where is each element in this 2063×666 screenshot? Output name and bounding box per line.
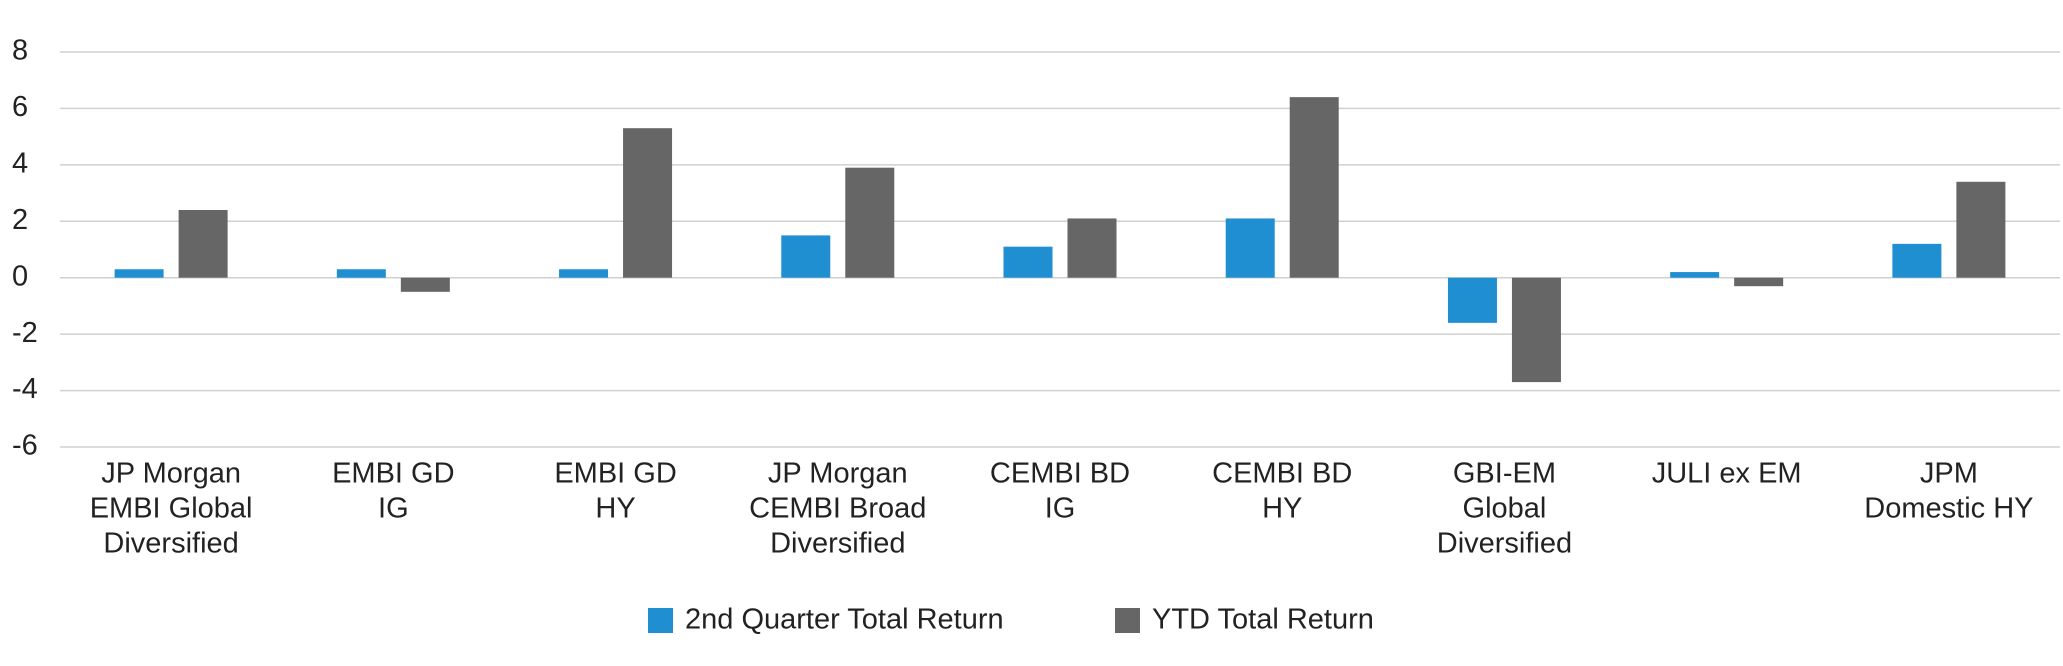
x-tick-label: CEMBI BD (990, 458, 1130, 490)
y-tick-label: -4 (12, 373, 38, 405)
bar (1956, 181, 2006, 278)
x-tick-label: Diversified (103, 528, 238, 560)
bar (1892, 243, 1942, 278)
bar (1067, 218, 1117, 278)
bar (1225, 218, 1275, 278)
x-tick-label: IG (1045, 493, 1076, 525)
x-tick-label: EMBI GD (554, 458, 676, 490)
x-tick-label: Diversified (1437, 528, 1572, 560)
bar (336, 269, 386, 278)
x-tick-label: JP Morgan (101, 458, 241, 490)
legend-label: YTD Total Return (1152, 604, 1374, 636)
x-tick-label: Domestic HY (1864, 493, 2033, 525)
x-tick-label: EMBI GD (332, 458, 454, 490)
bar (1511, 277, 1561, 383)
x-tick-label: CEMBI BD (1212, 458, 1352, 490)
x-tick-label: Global (1463, 493, 1547, 525)
x-tick-label: EMBI Global (90, 493, 253, 525)
bar (781, 235, 831, 278)
bar (623, 128, 673, 278)
x-tick-label: JULI ex EM (1652, 458, 1802, 490)
y-tick-label: -2 (12, 317, 38, 349)
y-tick-label: 6 (12, 91, 28, 123)
legend-swatch (1115, 608, 1140, 633)
y-tick-label: 4 (12, 148, 28, 180)
legend-label: 2nd Quarter Total Return (685, 604, 1004, 636)
bar (1003, 246, 1053, 278)
x-tick-label: HY (1262, 493, 1302, 525)
x-tick-label: GBI-EM (1453, 458, 1556, 490)
bar (1734, 277, 1784, 287)
x-tick-label: JP Morgan (768, 458, 908, 490)
y-tick-label: 0 (12, 260, 28, 292)
x-tick-label: IG (378, 493, 409, 525)
x-tick-label: CEMBI Broad (749, 493, 926, 525)
bar (559, 269, 609, 278)
y-tick-label: -6 (12, 430, 38, 462)
legend-swatch (648, 608, 673, 633)
x-tick-label: Diversified (770, 528, 905, 560)
bar (1670, 272, 1720, 278)
bar (845, 167, 895, 278)
x-tick-label: JPM (1920, 458, 1978, 490)
y-tick-label: 8 (12, 35, 28, 67)
bar (400, 277, 450, 292)
y-tick-label: 2 (12, 204, 28, 236)
x-tick-label: HY (595, 493, 635, 525)
bar (1447, 277, 1497, 323)
bar (114, 269, 164, 278)
bar (178, 210, 228, 278)
bar (1289, 97, 1339, 278)
